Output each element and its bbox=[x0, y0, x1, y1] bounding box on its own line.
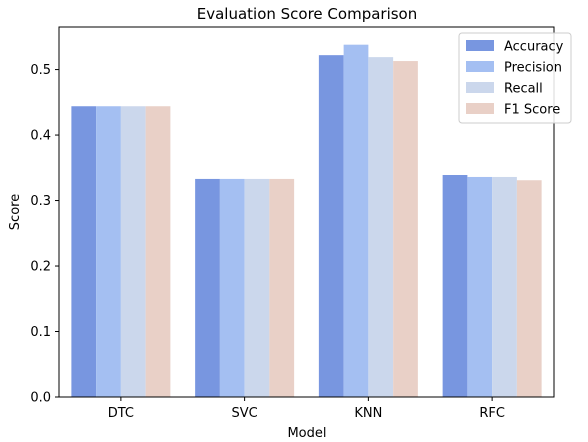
x-tick-label: KNN bbox=[354, 406, 382, 421]
legend: Accuracy Precision Recall F1 Score bbox=[458, 32, 572, 124]
legend-label: Recall bbox=[504, 82, 543, 97]
y-tick-label: 0.5 bbox=[30, 63, 51, 78]
bar-rfc-accuracy bbox=[442, 175, 468, 397]
x-tick-label: RFC bbox=[479, 406, 505, 421]
y-tick-label: 0.0 bbox=[30, 391, 51, 406]
bar-dtc-recall bbox=[120, 106, 146, 398]
legend-box bbox=[458, 32, 572, 124]
x-tick-label: SVC bbox=[232, 406, 258, 421]
legend-label: F1 Score bbox=[504, 103, 560, 118]
bar-dtc-precision bbox=[96, 106, 121, 398]
plot-frame bbox=[58, 26, 555, 398]
y-tick-label: 0.1 bbox=[30, 325, 51, 340]
legend-swatch bbox=[466, 40, 494, 51]
legend-swatch bbox=[466, 103, 494, 114]
x-axis-label: Model bbox=[287, 426, 326, 441]
bar-rfc-f1-score bbox=[516, 180, 542, 397]
legend-swatch bbox=[466, 61, 494, 72]
bar-dtc-accuracy bbox=[71, 106, 97, 398]
legend-label: Precision bbox=[504, 61, 562, 76]
x-axis: DTC SVC KNN RFC bbox=[108, 397, 505, 421]
legend-label: Accuracy bbox=[504, 40, 564, 55]
y-axis: 0.0 0.1 0.2 0.3 0.4 0.5 bbox=[30, 63, 59, 406]
y-tick-label: 0.3 bbox=[30, 194, 51, 209]
bar-rfc-precision bbox=[467, 176, 493, 397]
legend-swatch bbox=[466, 82, 494, 93]
bar-svc-accuracy bbox=[195, 178, 220, 397]
bar-knn-f1-score bbox=[393, 61, 418, 398]
bar-knn-accuracy bbox=[318, 55, 344, 397]
bar-rfc-recall bbox=[492, 176, 517, 397]
bars-group bbox=[71, 44, 542, 398]
chart-title: Evaluation Score Comparison bbox=[197, 5, 418, 23]
y-axis-label: Score bbox=[8, 194, 23, 230]
bar-dtc-f1-score bbox=[145, 106, 171, 398]
bar-svc-precision bbox=[219, 178, 245, 397]
y-tick-label: 0.2 bbox=[30, 260, 51, 275]
bar-knn-precision bbox=[343, 44, 369, 398]
bar-knn-recall bbox=[368, 57, 394, 398]
y-tick-label: 0.4 bbox=[30, 129, 51, 144]
bar-svc-f1-score bbox=[269, 178, 295, 397]
bar-svc-recall bbox=[244, 178, 270, 397]
x-tick-label: DTC bbox=[108, 406, 134, 421]
